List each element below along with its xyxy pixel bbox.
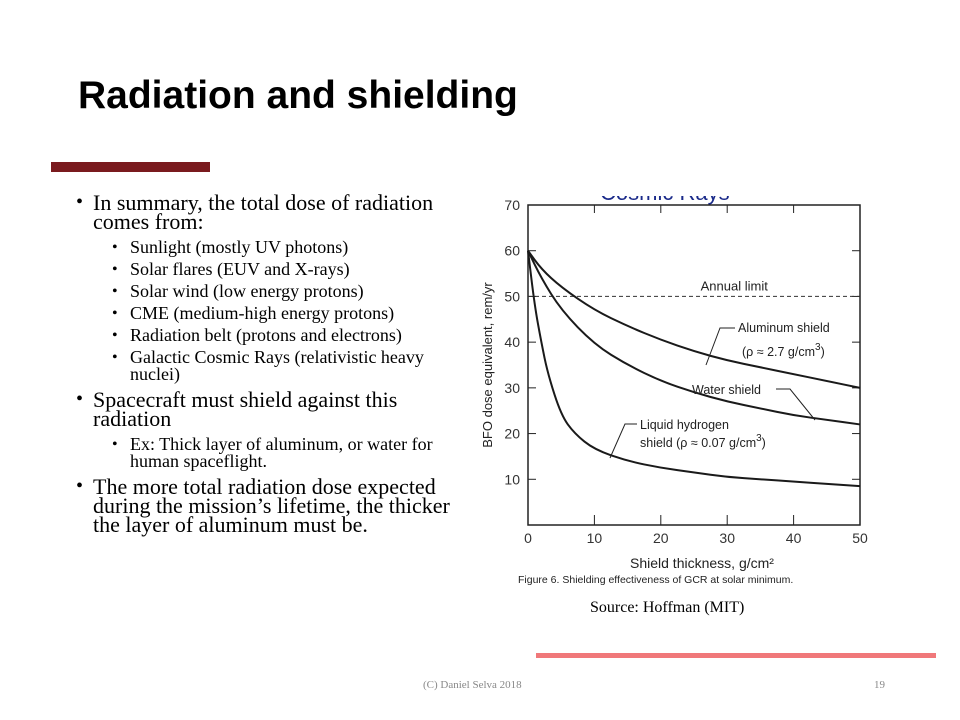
sub-bullet-item: Ex: Thick layer of aluminum, or water fo… xyxy=(112,435,476,470)
aluminum-label-close: ) xyxy=(821,345,825,359)
aluminum-leader-line xyxy=(705,327,735,366)
water-shield-curve xyxy=(527,250,861,426)
sub-bullet-item: Solar flares (EUV and X-rays) xyxy=(112,260,476,278)
annual-limit-label: Annual limit xyxy=(701,278,769,293)
title-accent-bar xyxy=(51,162,210,172)
hydrogen-label-density: shield (ρ ≈ 0.07 g/cm xyxy=(640,436,756,450)
y-tick-label: 50 xyxy=(504,288,520,304)
bullet-item: The more total radiation dose expected d… xyxy=(76,476,476,536)
header-mask xyxy=(470,180,890,196)
x-tick-label: 20 xyxy=(653,530,669,546)
bullet-list: In summary, the total dose of radiation … xyxy=(76,192,476,542)
x-tick-label: 0 xyxy=(524,530,532,546)
water-label: Water shield xyxy=(692,383,761,397)
hydrogen-label-line2: shield (ρ ≈ 0.07 g/cm3) xyxy=(640,433,766,450)
sub-bullet-list: Ex: Thick layer of aluminum, or water fo… xyxy=(76,435,476,470)
sub-bullet-item: Sunlight (mostly UV photons) xyxy=(112,238,476,256)
hydrogen-label-line1: Liquid hydrogen xyxy=(640,418,729,432)
y-tick-label: 40 xyxy=(504,334,520,350)
y-tick-label: 10 xyxy=(504,471,520,487)
slide-title: Radiation and shielding xyxy=(78,74,518,117)
plot-frame xyxy=(527,204,861,526)
bullet-item: In summary, the total dose of radiation … xyxy=(76,192,476,233)
sub-bullet-item: Galactic Cosmic Rays (relativistic heavy… xyxy=(112,348,476,383)
water-leader-line xyxy=(776,388,816,421)
y-tick-label: 20 xyxy=(504,426,520,442)
slide-number: 19 xyxy=(874,679,885,691)
source-citation: Source: Hoffman (MIT) xyxy=(590,599,745,616)
aluminum-shield-curve xyxy=(527,250,861,389)
bullet-item: Spacecraft must shield against this radi… xyxy=(76,389,476,430)
hydrogen-label-sup: 3 xyxy=(756,433,762,444)
y-tick-label: 60 xyxy=(504,243,520,259)
y-axis-label: BFO dose equivalent, rem/yr xyxy=(480,282,495,448)
aluminum-label-sup: 3 xyxy=(815,342,821,353)
x-tick-label: 50 xyxy=(852,530,868,546)
footer-copyright: (C) Daniel Selva 2018 xyxy=(423,679,522,691)
x-tick-label: 40 xyxy=(786,530,802,546)
hydrogen-leader-line xyxy=(609,423,637,459)
y-tick-label: 70 xyxy=(504,197,520,213)
figure-caption: Figure 6. Shielding effectiveness of GCR… xyxy=(518,574,793,586)
x-tick-label: 30 xyxy=(719,530,735,546)
x-axis-label: Shield thickness, g/cm² xyxy=(630,555,774,571)
tick-labels: 0 10 20 30 40 50 10 20 30 40 50 60 70 xyxy=(504,197,868,546)
sub-bullet-list: Sunlight (mostly UV photons) Solar flare… xyxy=(76,238,476,383)
sub-bullet-item: CME (medium-high energy protons) xyxy=(112,304,476,322)
aluminum-label-density: (ρ ≈ 2.7 g/cm xyxy=(742,345,815,359)
x-tick-label: 10 xyxy=(587,530,603,546)
series-group xyxy=(527,250,861,488)
axis-ticks xyxy=(527,204,861,525)
liquid-hydrogen-curve xyxy=(527,250,861,488)
sub-bullet-item: Solar wind (low energy protons) xyxy=(112,282,476,300)
aluminum-label-line1: Aluminum shield xyxy=(738,321,830,335)
hydrogen-label-close: ) xyxy=(762,436,766,450)
footer-accent-bar xyxy=(536,653,936,658)
aluminum-label-line2: (ρ ≈ 2.7 g/cm3) xyxy=(742,342,825,359)
sub-bullet-item: Radiation belt (protons and electrons) xyxy=(112,326,476,344)
y-tick-label: 30 xyxy=(504,380,520,396)
